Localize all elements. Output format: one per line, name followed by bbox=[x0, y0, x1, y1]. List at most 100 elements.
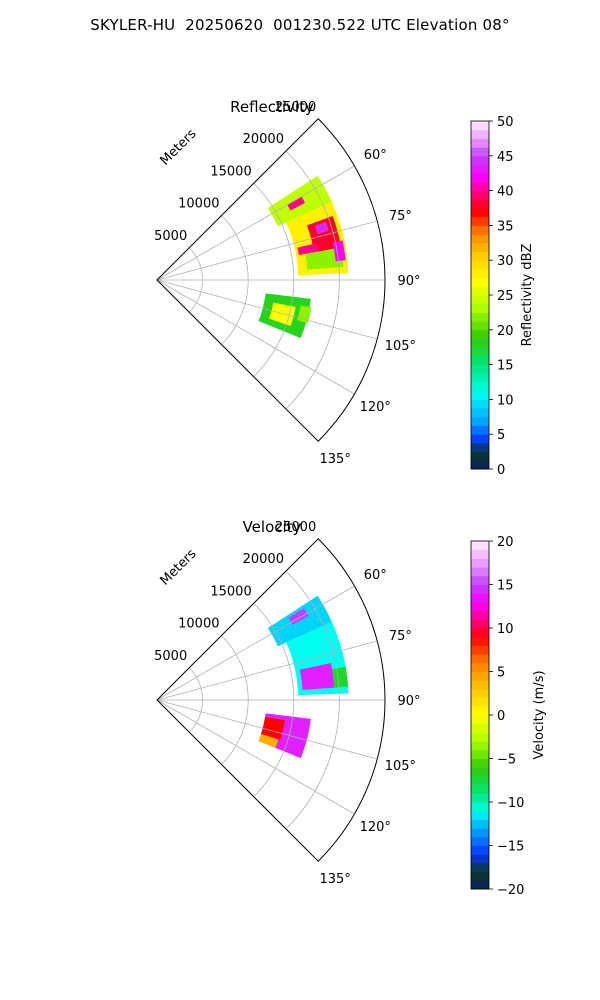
velocity-colorbar-segment bbox=[471, 680, 489, 690]
reflectivity-colorbar-segment bbox=[471, 277, 489, 287]
velocity-colorbar-segment bbox=[471, 767, 489, 777]
reflectivity-colorbar-segment bbox=[471, 225, 489, 235]
reflectivity-echo-region-3 bbox=[306, 216, 342, 253]
reflectivity-colorbar-segment bbox=[471, 303, 489, 313]
velocity-azimuth-tick-labels: 60° 75° 90° 105° 120° 135° bbox=[320, 568, 421, 887]
reflectivity-range-tick-label: 20000 bbox=[243, 132, 284, 147]
reflectivity-colorbar-segment bbox=[471, 251, 489, 261]
velocity-panel: Velocity Meters 5000 10000 15000 20000 25000… bbox=[154, 518, 547, 898]
velocity-echo-region-6 bbox=[261, 717, 285, 741]
reflectivity-colorbar-segment bbox=[471, 190, 489, 200]
reflectivity-colorbar-segment bbox=[471, 382, 489, 392]
velocity-colorbar-segment bbox=[471, 715, 489, 725]
reflectivity-title: Reflectivity bbox=[230, 98, 314, 116]
reflectivity-colorbar-segment bbox=[471, 425, 489, 435]
velocity-colorbar-segment bbox=[471, 810, 489, 820]
reflectivity-colorbar-segment bbox=[471, 408, 489, 418]
velocity-colorbar-segment bbox=[471, 662, 489, 672]
velocity-colorbar-segment bbox=[471, 862, 489, 873]
reflectivity-colorbar-segment bbox=[471, 329, 489, 339]
velocity-colorbar-segment bbox=[471, 610, 489, 620]
velocity-echo-region-3 bbox=[299, 663, 335, 690]
velocity-colorbar-segment bbox=[471, 636, 489, 646]
velocity-colorbar-segment bbox=[471, 871, 489, 881]
reflectivity-colorbar-tick-label: 20 bbox=[497, 324, 514, 339]
reflectivity-colorbar-tick-label: 40 bbox=[497, 185, 514, 200]
reflectivity-azimuth-tick-label: 135° bbox=[320, 452, 351, 467]
velocity-range-tick-label: 20000 bbox=[243, 552, 284, 567]
velocity-polar-grid bbox=[156, 538, 386, 862]
reflectivity-azimuth-gridline bbox=[156, 279, 378, 340]
velocity-azimuth-gridline bbox=[156, 585, 355, 701]
figure-suptitle: SKYLER-HU 20250620 001230.522 UTC Elevat… bbox=[90, 16, 510, 34]
reflectivity-colorbar-segment bbox=[471, 321, 489, 331]
reflectivity-azimuth-gridline bbox=[156, 279, 355, 395]
reflectivity-colorbar-segment bbox=[471, 460, 489, 470]
reflectivity-colorbar-tick-label: 10 bbox=[497, 393, 514, 408]
velocity-colorbar-segment bbox=[471, 828, 489, 838]
reflectivity-range-tick-labels: 5000 10000 15000 20000 25000 bbox=[154, 100, 316, 244]
reflectivity-colorbar-segment bbox=[471, 138, 489, 148]
velocity-colorbar-tick-label: 5 bbox=[497, 666, 505, 681]
velocity-colorbar-segment bbox=[471, 784, 489, 794]
velocity-colorbar-segment bbox=[471, 775, 489, 786]
velocity-colorbar-segment bbox=[471, 880, 489, 890]
reflectivity-colorbar-segment bbox=[471, 173, 489, 183]
velocity-colorbar-tick-label: −15 bbox=[497, 840, 524, 855]
velocity-colorbar-segment bbox=[471, 732, 489, 742]
velocity-colorbar-tick-label: 15 bbox=[497, 579, 514, 594]
reflectivity-colorbar-segment bbox=[471, 312, 489, 322]
velocity-range-tick-label: 25000 bbox=[275, 520, 316, 535]
velocity-echo-region-4 bbox=[332, 666, 349, 688]
reflectivity-azimuth-gridline bbox=[156, 165, 355, 281]
velocity-azimuth-gridline bbox=[156, 699, 355, 815]
velocity-colorbar: −20 −15 −10 −5 0 5 10 15 20 bbox=[470, 535, 524, 898]
velocity-colorbar-label: Velocity (m/s) bbox=[532, 670, 547, 759]
reflectivity-colorbar-segment bbox=[471, 147, 489, 157]
velocity-azimuth-tick-label: 135° bbox=[320, 872, 351, 887]
reflectivity-colorbar-segment bbox=[471, 260, 489, 270]
velocity-title: Velocity bbox=[243, 518, 302, 536]
velocity-echo-region-1 bbox=[288, 608, 309, 625]
velocity-range-tick-label: 10000 bbox=[178, 617, 219, 632]
velocity-colorbar-tick-label: 0 bbox=[497, 709, 505, 724]
reflectivity-polar-grid bbox=[156, 118, 386, 442]
velocity-azimuth-tick-label: 105° bbox=[385, 759, 416, 774]
velocity-colorbar-segment bbox=[471, 723, 489, 733]
velocity-colorbar-segment bbox=[471, 697, 489, 707]
velocity-colorbar-segment bbox=[471, 628, 489, 638]
velocity-colorbar-segment bbox=[471, 706, 489, 716]
velocity-colorbar-tick-label: −5 bbox=[497, 753, 516, 768]
velocity-azimuth-tick-label: 90° bbox=[397, 694, 420, 709]
reflectivity-colorbar-segment bbox=[471, 129, 489, 139]
reflectivity-colorbar-segment bbox=[471, 155, 489, 165]
reflectivity-colorbar-segment bbox=[471, 416, 489, 426]
velocity-colorbar-tick-label: −20 bbox=[497, 883, 524, 898]
reflectivity-colorbar-tick-label: 25 bbox=[497, 289, 514, 304]
reflectivity-colorbar-segment bbox=[471, 399, 489, 409]
reflectivity-colorbar-tick-label: 15 bbox=[497, 359, 514, 374]
velocity-colorbar-segment bbox=[471, 749, 489, 759]
velocity-colorbar-segment bbox=[471, 741, 489, 751]
reflectivity-azimuth-tick-label: 90° bbox=[397, 274, 420, 289]
reflectivity-colorbar-segment bbox=[471, 164, 489, 174]
reflectivity-colorbar-tick-label: 30 bbox=[497, 254, 514, 269]
velocity-colorbar-segment bbox=[471, 567, 489, 577]
reflectivity-colorbar-segment bbox=[471, 181, 489, 192]
reflectivity-echo-region-9 bbox=[269, 302, 296, 327]
velocity-colorbar-segment bbox=[471, 688, 489, 699]
reflectivity-colorbar-segment bbox=[471, 121, 489, 131]
velocity-colorbar-tick-label: −10 bbox=[497, 796, 524, 811]
velocity-colorbar-segment bbox=[471, 645, 489, 655]
reflectivity-colorbar: 0 5 10 15 20 25 30 35 40 45 50 bbox=[470, 115, 514, 478]
velocity-echo-region-7 bbox=[258, 733, 279, 748]
reflectivity-colorbar-segment bbox=[471, 234, 489, 244]
velocity-colorbar-tick-label: 10 bbox=[497, 622, 514, 637]
reflectivity-colorbar-segment bbox=[471, 216, 489, 226]
reflectivity-colorbar-segment bbox=[471, 442, 489, 453]
velocity-sector-outline bbox=[156, 538, 386, 862]
velocity-colorbar-segment bbox=[471, 819, 489, 829]
velocity-colorbar-segment bbox=[471, 836, 489, 846]
velocity-colorbar-segment bbox=[471, 575, 489, 585]
velocity-colorbar-segment bbox=[471, 854, 489, 864]
